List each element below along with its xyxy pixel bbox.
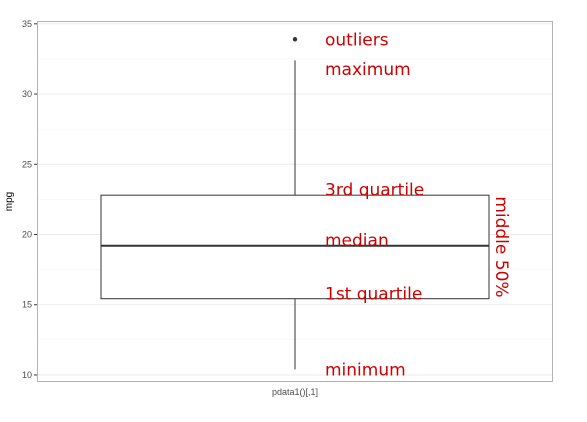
outlier-point	[292, 37, 298, 42]
y-axis-ticks: 10 15 20 25 30 35	[22, 19, 37, 380]
annotations: outliers maximum 3rd quartile median 1st qua…	[325, 30, 511, 380]
middle-50-annotation: middle 50%	[491, 196, 511, 297]
y-tick-label: 10	[22, 370, 32, 380]
minimum-annotation: minimum	[325, 360, 406, 380]
x-axis-tick-label: pdata1()[,1]	[272, 387, 318, 397]
boxplot	[100, 37, 490, 370]
iqr-box	[100, 194, 490, 300]
y-tick-label: 15	[22, 300, 32, 310]
plot-panel-border	[37, 21, 553, 382]
median-annotation: median	[325, 231, 389, 251]
y-tick-label: 30	[22, 89, 32, 99]
q1-annotation: 1st quartile	[325, 285, 422, 305]
y-tick-label: 35	[22, 19, 32, 29]
y-axis-title: mpg	[4, 192, 15, 211]
y-tick-label: 20	[22, 230, 32, 240]
outliers-annotation: outliers	[325, 30, 389, 50]
q3-annotation: 3rd quartile	[325, 181, 424, 201]
y-tick-label: 25	[22, 159, 32, 169]
maximum-annotation: maximum	[325, 60, 411, 80]
